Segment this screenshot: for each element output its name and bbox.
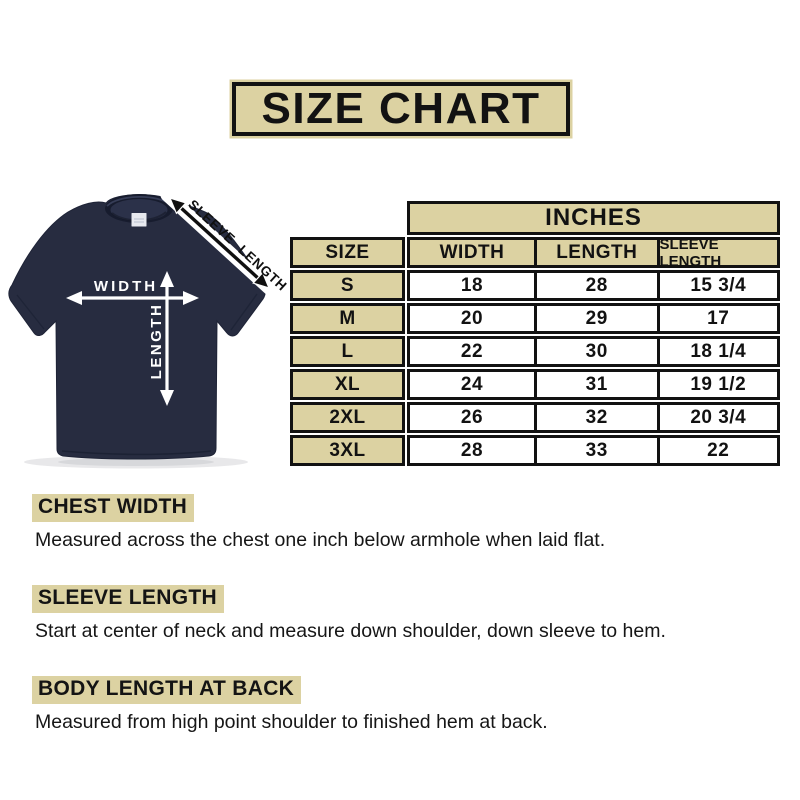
column-header-width: WIDTH — [410, 240, 534, 265]
table-corner-spacer — [290, 201, 405, 235]
column-header-group: WIDTH LENGTH SLEEVE LENGTH — [407, 236, 780, 270]
column-header-size: SIZE — [290, 237, 405, 268]
width-value: 26 — [460, 406, 484, 428]
definition-heading: SLEEVE LENGTH — [32, 585, 224, 613]
sleeve-length-value: 18 1/4 — [656, 339, 778, 364]
size-cell: 2XL — [290, 402, 405, 433]
tshirt-diagram: WIDTH LENGTH SLEEVE LENGTH — [8, 188, 290, 469]
definition-body: Measured across the chest one inch below… — [35, 529, 606, 551]
definition-chest-width: CHEST WIDTH Measured across the chest on… — [32, 494, 777, 552]
definition-body: Start at center of neck and measure down… — [35, 620, 666, 642]
table-row: XL 24 31 19 1/2 — [290, 369, 780, 400]
length-value: 31 — [534, 372, 657, 397]
definition-sleeve-length: SLEEVE LENGTH Start at center of neck an… — [32, 585, 777, 643]
width-value: 20 — [460, 307, 484, 329]
sleeve-length-value: 22 — [656, 438, 778, 463]
right-cuff-fold — [230, 293, 258, 331]
length-arrow — [160, 271, 174, 406]
length-value: 33 — [534, 438, 657, 463]
sleeve-length-value: 17 — [656, 306, 778, 331]
width-arrow-label: WIDTH — [94, 278, 158, 295]
length-arrow-label: LENGTH — [148, 303, 165, 380]
width-value: 24 — [460, 373, 484, 395]
definition-heading: CHEST WIDTH — [32, 494, 195, 522]
table-row: M 20 29 17 — [290, 303, 780, 334]
length-value: 29 — [534, 306, 657, 331]
size-cell: XL — [290, 369, 405, 400]
shirt-shadow-inner — [58, 458, 214, 466]
hem-stitch — [61, 450, 212, 456]
sleeve-arrow — [160, 188, 279, 298]
table-row: S 18 28 15 3/4 — [290, 270, 780, 301]
size-cell: 3XL — [290, 435, 405, 466]
width-value: 22 — [460, 340, 484, 362]
tshirt-shape — [8, 194, 266, 460]
definition-heading: BODY LENGTH AT BACK — [32, 676, 302, 704]
width-value: 18 — [460, 274, 484, 296]
definition-body-length: BODY LENGTH AT BACK Measured from high p… — [32, 676, 777, 734]
table-row: 3XL 28 33 22 — [290, 435, 780, 466]
column-header-length: LENGTH — [534, 240, 657, 265]
table-row: L 22 30 18 1/4 — [290, 336, 780, 367]
column-header-row: SIZE WIDTH LENGTH SLEEVE LENGTH — [290, 236, 780, 270]
length-value: 30 — [534, 339, 657, 364]
left-cuff-fold — [16, 294, 45, 330]
shirt-shadow — [24, 455, 248, 469]
size-cell: S — [290, 270, 405, 301]
size-cell: L — [290, 336, 405, 367]
column-header-sleeve-length: SLEEVE LENGTH — [656, 236, 777, 270]
units-header-row: INCHES — [290, 201, 780, 235]
sleeve-length-value: 19 1/2 — [656, 372, 778, 397]
definition-body: Measured from high point shoulder to fin… — [35, 711, 548, 733]
width-value: 28 — [460, 439, 484, 461]
size-cell: M — [290, 303, 405, 334]
table-row: 2XL 26 32 20 3/4 — [290, 402, 780, 433]
size-chart-table: INCHES SIZE WIDTH LENGTH SLEEVE LENGTH S… — [290, 201, 780, 466]
neck-label — [131, 213, 147, 227]
length-value: 32 — [534, 405, 657, 430]
units-group-header: INCHES — [407, 201, 780, 235]
collar — [105, 194, 173, 227]
sleeve-length-value: 20 3/4 — [656, 405, 778, 430]
page-title: SIZE CHART — [232, 82, 570, 136]
sleeve-length-value: 15 3/4 — [656, 273, 778, 298]
length-value: 28 — [534, 273, 657, 298]
